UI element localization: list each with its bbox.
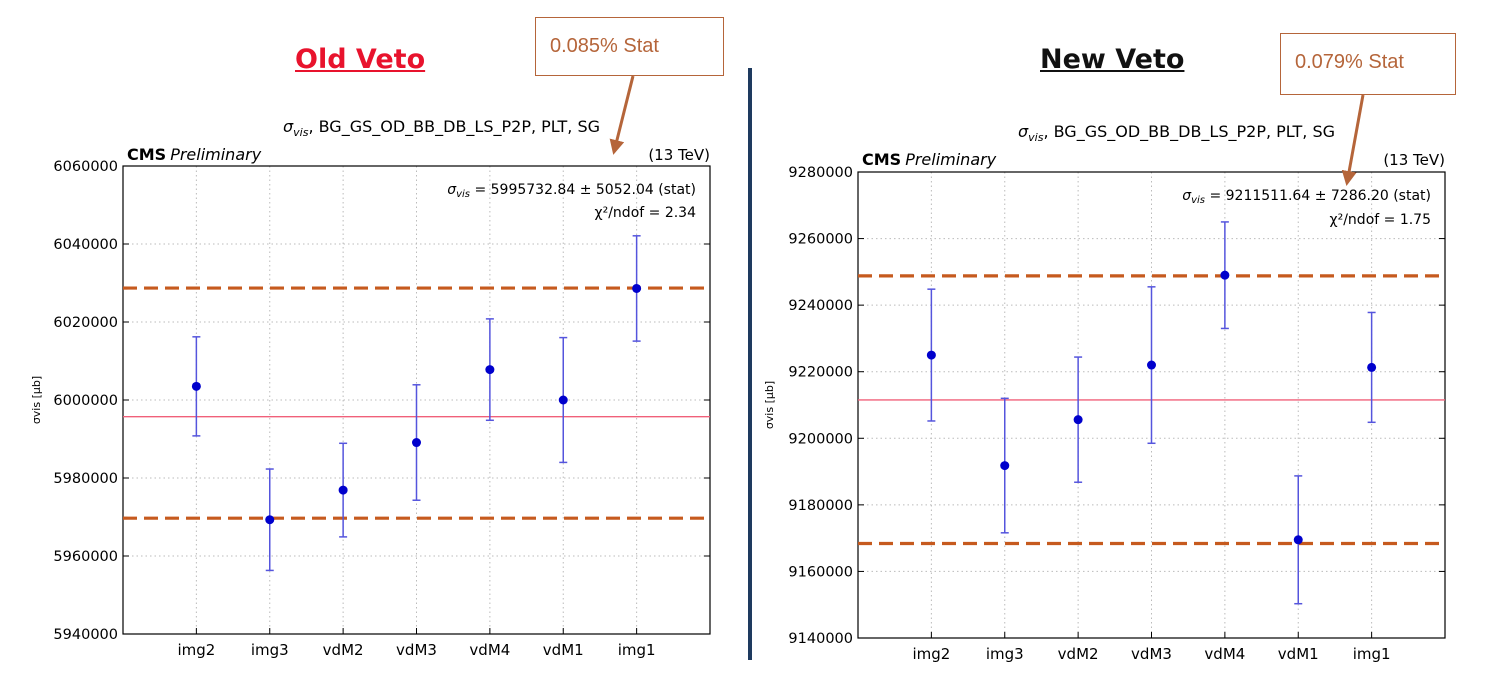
x-tick-label: vdM2 (1058, 645, 1099, 663)
y-tick-label: 9160000 (788, 564, 853, 580)
data-point (1000, 461, 1010, 471)
data-point (1147, 360, 1156, 370)
y-tick-label: 5940000 (53, 627, 118, 643)
cms-label: CMS Preliminary (862, 150, 997, 169)
stat-callout-right-text: 0.079% Stat (1295, 51, 1404, 73)
y-axis-label: σvis [μb] (763, 381, 776, 429)
stat-callout-left-text: 0.085% Stat (550, 35, 659, 57)
x-tick-label: vdM1 (1278, 645, 1319, 663)
y-tick-label: 5960000 (53, 549, 118, 565)
y-tick-label: 9220000 (788, 365, 853, 381)
y-tick-label: 6020000 (53, 315, 118, 331)
y-tick-label: 9140000 (788, 631, 853, 647)
callout-arrow-right (1341, 94, 1365, 186)
x-tick-label: vdM1 (543, 641, 584, 659)
energy-label: (13 TeV) (648, 146, 710, 164)
data-point (632, 283, 642, 293)
panel-divider (748, 68, 752, 660)
old-veto-heading: Old Veto (295, 44, 426, 75)
data-point (1073, 415, 1083, 425)
x-tick-label: vdM2 (323, 641, 364, 659)
data-point (265, 515, 275, 525)
data-point (1367, 362, 1377, 372)
chart-title: σvis, BG_GS_OD_BB_DB_LS_P2P, PLT, SG (1018, 122, 1335, 144)
x-tick-label: vdM4 (1204, 645, 1245, 663)
data-point (191, 381, 201, 391)
new-veto-chart: 9140000 9160000 9180000 9200000 9220000 92400… (763, 122, 1446, 663)
y-tick-label: 5980000 (53, 471, 118, 487)
stat-callout-right: 0.079% Stat (1280, 33, 1456, 95)
stat-callout-left: 0.085% Stat (535, 17, 724, 76)
y-tick-label: 9260000 (788, 232, 853, 248)
energy-label: (13 TeV) (1383, 151, 1445, 169)
data-point (558, 395, 568, 405)
y-tick-label: 9280000 (788, 165, 853, 181)
x-tick-label: img3 (251, 641, 289, 659)
y-tick-label: 9180000 (788, 498, 853, 514)
x-tick-label: vdM3 (396, 641, 437, 659)
x-tick-label: img2 (912, 645, 950, 663)
data-point (338, 485, 348, 495)
fit-result-text: σvis = 9211511.64 ± 7286.20 (stat) (1182, 188, 1431, 206)
old-veto-chart: 5940000 5960000 5980000 6000000 6020000 60400… (30, 117, 711, 659)
callout-arrow-left (609, 75, 635, 155)
y-tick-label: 9240000 (788, 298, 853, 314)
y-tick-label: 9200000 (788, 431, 853, 447)
cms-label: CMS Preliminary (127, 145, 262, 164)
data-point (412, 438, 421, 448)
data-point (485, 365, 495, 375)
chart-title: σvis, BG_GS_OD_BB_DB_LS_P2P, PLT, SG (283, 117, 600, 139)
x-tick-label: vdM3 (1131, 645, 1172, 663)
data-point (1293, 535, 1303, 545)
x-tick-label: vdM4 (469, 641, 510, 659)
y-tick-label: 6040000 (53, 237, 118, 253)
fit-result-text: σvis = 5995732.84 ± 5052.04 (stat) (447, 182, 696, 200)
y-tick-label: 6060000 (53, 159, 118, 175)
x-tick-label: img3 (986, 645, 1024, 663)
x-tick-label: img2 (177, 641, 215, 659)
chi2-text: χ²/ndof = 1.75 (1330, 212, 1431, 228)
new-veto-heading: New Veto (1040, 44, 1185, 75)
chi2-text: χ²/ndof = 2.34 (595, 205, 697, 221)
data-point (1220, 270, 1230, 280)
y-tick-label: 6000000 (53, 393, 118, 409)
x-tick-label: img1 (618, 641, 656, 659)
y-axis-label: σvis [μb] (30, 376, 43, 424)
x-tick-label: img1 (1353, 645, 1391, 663)
data-point (926, 350, 936, 360)
